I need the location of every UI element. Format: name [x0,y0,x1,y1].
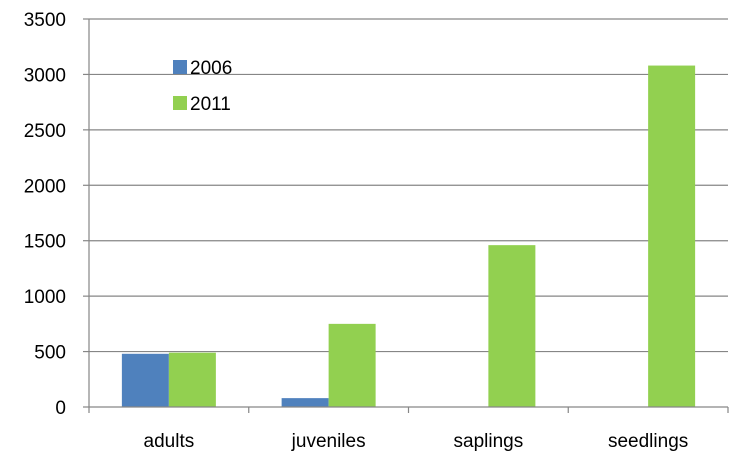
y-tick-label-3000: 3000 [24,65,66,86]
bar-saplings-2011 [488,245,536,407]
bars [121,65,696,407]
gridlines [89,18,728,353]
x-tick-label-saplings: saplings [454,431,524,452]
bar-juveniles-2011 [328,323,376,407]
bar-adults-2006 [121,353,169,407]
x-tick-label-seedlings: seedlings [608,431,688,452]
bar-seedlings-2011 [648,65,696,407]
bar-adults-2011 [168,352,216,407]
bar-juveniles-2006 [281,398,329,407]
x-tick-labels: adults juveniles saplings seedlings [144,431,689,452]
y-tick-label-2500: 2500 [24,121,66,142]
legend-swatch-2006 [173,60,187,74]
y-tick-label-3500: 3500 [24,10,66,31]
legend: 2006 2011 [173,58,232,115]
y-tick-label-0: 0 [55,398,66,419]
y-tick-label-1000: 1000 [24,287,66,308]
x-tick-label-adults: adults [144,431,195,452]
y-tick-label-500: 500 [34,343,66,364]
y-tick-label-2000: 2000 [24,176,66,197]
axes [83,18,729,413]
y-tick-labels: 0 500 1000 1500 2000 2500 3000 3500 [24,10,66,419]
y-tick-label-1500: 1500 [24,232,66,253]
legend-label-2006: 2006 [190,58,232,79]
legend-label-2011: 2011 [190,94,231,115]
x-tick-label-juveniles: juveniles [291,431,366,452]
legend-swatch-2011 [173,96,187,110]
